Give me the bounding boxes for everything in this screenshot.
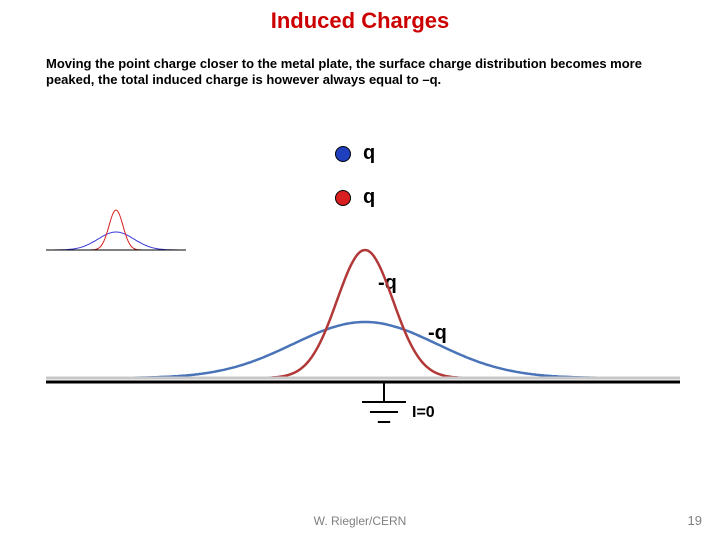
page-number: 19 — [688, 513, 702, 528]
ground-label: I=0 — [412, 404, 435, 422]
footer-author: W. Riegler/CERN — [0, 514, 720, 528]
inset-peak-curve — [46, 210, 186, 250]
peak-curve — [46, 250, 680, 378]
wide-curve — [46, 322, 680, 378]
footer-author-text: W. Riegler/CERN — [314, 514, 407, 528]
inset-wide-curve — [46, 232, 186, 250]
diagram-svg — [0, 0, 720, 540]
